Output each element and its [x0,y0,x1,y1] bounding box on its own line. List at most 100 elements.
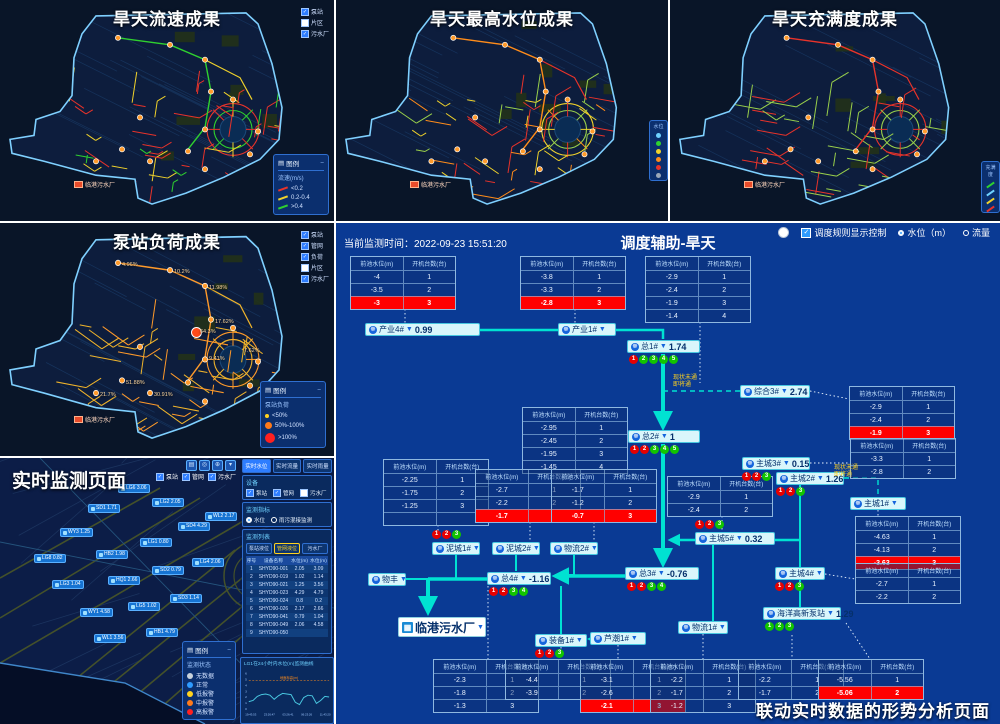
pump-station-node[interactable]: ☸ 主城4# ▼ [775,567,825,580]
plant-icon: ▦ [402,621,413,633]
pump-station-node[interactable]: ☸ 产业4# ▼ 0.99 [365,323,480,336]
rule-toggle[interactable]: ✓ 调度规则显示控制 [801,226,886,239]
legend-collapse-icon[interactable]: − [317,386,321,394]
station-chip[interactable]: LG3 1.04 [52,580,84,589]
pump-station-node[interactable]: ☸ 主城1# ▼ [850,497,906,510]
pump-station-node[interactable]: ☸ 物流1# ▼ [678,621,728,634]
device-option[interactable]: ✓ 管网 [273,489,295,497]
pump-station-node[interactable]: ☸ 物流2# ▼ [550,542,598,555]
station-chip[interactable]: LG8 0.82 [34,554,66,563]
radio-water-level[interactable]: 水位（m） [898,226,951,239]
legend-collapse-icon[interactable]: − [320,159,324,167]
device-option[interactable]: ✓ 泵站 [246,489,268,497]
station-chip[interactable]: WY3 1.25 [60,528,93,537]
device-option[interactable]: 污水厂 [300,489,327,497]
station-chip[interactable]: HB1 4.79 [146,628,178,637]
station-chip[interactable]: HQ1 2.66 [108,576,141,585]
map-layer-toggle[interactable]: ✓ 管网 [181,472,204,481]
layer-toggle[interactable]: 片区 [300,263,329,272]
station-chip[interactable]: WY1 4.58 [80,608,113,617]
layer-toggle[interactable]: ✓ 负荷 [300,252,329,261]
station-chip[interactable]: WL2 2.17 [205,512,238,521]
table-row[interactable]: 9 SHYD90-050 [246,629,328,637]
ok-dot: 4 [519,587,528,596]
layer-toggle[interactable]: 片区 [300,18,329,27]
pump-station-node[interactable]: ☸ 总1# ▼ 1.74 [627,340,700,353]
plant-node[interactable]: ▦ 临港污水厂 ▼ [398,617,486,637]
station-chip[interactable]: SD2 0.79 [152,566,184,575]
layer-toggle[interactable]: ✓ 污水厂 [300,274,329,283]
list-filter-button[interactable]: 泵站液位 [246,543,272,554]
pump-station-node[interactable]: ☸ 总4# ▼ -1.16 [487,572,551,585]
tab-2[interactable]: 实时流量 [272,459,302,473]
layer-toggle[interactable]: ✓ 管网 [300,241,329,250]
station-chip[interactable]: SD3 1.14 [170,594,202,603]
legend-collapse-icon[interactable]: − [227,646,231,654]
map-layer-toggle[interactable]: ✓ 泵站 [155,472,178,481]
radio-flow[interactable]: 流量 [962,226,990,239]
table-row[interactable]: 7 SHYD90-041 0.79 1.04 [246,613,328,621]
pump-station-node[interactable]: ☸ 装备1# ▼ [535,634,587,647]
layer-toggle[interactable]: ✓ 泵站 [300,7,329,16]
pump-station-node[interactable]: ☸ 总2# ▼ 1 [628,430,700,443]
list-filter-button[interactable]: 污水厂 [302,543,328,554]
pump-station-node[interactable]: ☸ 主城2# ▼ 1.26 [776,472,844,485]
station-chip[interactable]: LG2 2.05 [152,498,184,507]
rule-table: 前池水位(m) 开机台数(台) -2.25 1 -1.75 2 -1.25 3 [383,459,489,526]
station-chip[interactable]: LG4 2.06 [192,558,224,567]
pump-station-node[interactable]: ☸ 主城3# ▼ 0.15 [742,457,810,470]
monitor-time: 当前监测时间：2022-09-23 15:51:20 [344,235,507,250]
station-chip[interactable]: WL1 3.56 [94,634,127,643]
table-row[interactable]: 1 SHYD90-001 2.05 3.09 [246,565,328,573]
station-chip[interactable]: HB2 1.98 [96,550,128,559]
zoom-icon[interactable]: ⊕ [212,460,223,471]
layer-toggle[interactable]: ✓ 泵站 [300,230,329,239]
station-chip[interactable]: SD4 4.29 [178,522,210,531]
layer-toggle[interactable]: ✓ 污水厂 [300,29,329,38]
pump-station-node[interactable]: ☸ 芦潮1# ▼ [590,632,646,645]
pump-station-node[interactable]: ☸ 泥城1# ▼ [432,542,480,555]
collapse-icon[interactable]: ▾ [225,460,236,471]
station-chip[interactable]: LG5 1.02 [128,602,160,611]
list-filter-button[interactable]: 管网液位 [274,543,300,554]
map-layer-toggle[interactable]: ✓ 污水厂 [207,472,236,481]
station-marker [202,56,208,63]
table-row[interactable]: 6 SHYD90-026 2.17 2.66 [246,605,328,613]
rule-row: -4.13 2 [856,543,960,556]
pump-station-node[interactable]: ☸ 产业1# ▼ [558,323,616,336]
plant-icon [744,181,753,188]
station-chip[interactable]: LG6 3.06 [118,484,150,493]
table-row[interactable]: 4 SHYD90-023 4.29 4.79 [246,589,328,597]
locate-icon[interactable]: ◎ [199,460,210,471]
indicator-option[interactable]: 水位 [246,516,265,524]
tab-1[interactable]: 实时水位 [242,459,271,473]
checkbox-icon [300,263,309,272]
pump-station-node[interactable]: ☸ 物丰 ▼ [368,573,407,586]
indicator-option[interactable]: 雨污混接监测 [271,516,312,524]
pump-station-node[interactable]: ☸ 海洋高新泵站 ▼ 1.29 [763,607,853,620]
slider-knob[interactable] [778,227,790,238]
table-row[interactable]: 8 SHYD90-049 2.06 4.58 [246,621,328,629]
node-label: 总3# [639,569,656,578]
layers-icon[interactable]: ▤ [186,460,197,471]
table-row[interactable]: 2 SHYD90-019 1.02 1.14 [246,573,328,581]
pump-station-node[interactable]: ☸ 泥城2# ▼ [492,542,540,555]
legend-title: 图例 [195,648,209,655]
rule-row: -3.3 2 [521,283,625,296]
rule-row: -2.2 1 [651,673,755,686]
overload-marker[interactable] [191,327,202,339]
station-chip[interactable]: SD1 1.71 [88,504,120,513]
tab-3[interactable]: 实时雨量 [303,459,333,473]
pump-station-node[interactable]: ☸ 总3# ▼ -0.76 [625,567,699,580]
gauge-icon [97,636,101,641]
monitor-time-label: 当前监测时间： [344,239,414,250]
table-row[interactable]: 3 SHYD90-021 1.25 3.56 [246,581,328,589]
pump-station-node[interactable]: ☸ 综合3# ▼ 2.74 [740,385,810,398]
pump-station-node[interactable]: ☸ 主城5# ▼ 0.32 [695,532,775,545]
rule-table: 前池水位(m) 开机台数(台) -2.95 1 -2.45 2 -1.95 3 -1.45 4 [522,407,628,474]
station-chip[interactable]: LG1 0.80 [140,538,172,547]
ok-dot: 2 [639,355,648,364]
table-row[interactable]: 5 SHYD90-024 0.8 0.2 [246,597,328,605]
